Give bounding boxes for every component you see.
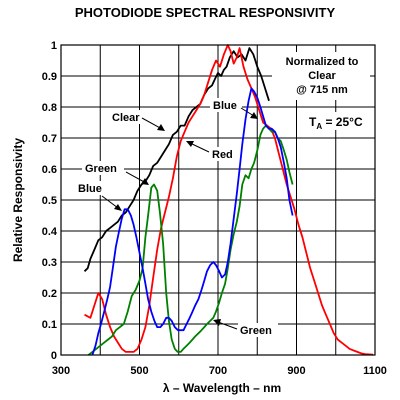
- label-green-bottom: Green: [240, 325, 272, 337]
- chart-title: PHOTODIODE SPECTRAL RESPONSIVITY: [75, 5, 336, 20]
- y-tick-label-6: 0.6: [42, 164, 57, 176]
- y-tick-label-0: 0: [51, 350, 57, 362]
- x-axis-label: λ – Wavelength – nm: [163, 381, 281, 395]
- normalization-note: Normalized to Clear @ 715 nm: [272, 52, 370, 100]
- series-lines: [83, 44, 374, 356]
- x-tick-label-4: 1100: [363, 365, 387, 377]
- series-line-blue: [91, 87, 294, 356]
- y-tick-label-9: 0.9: [42, 71, 57, 83]
- temperature-note: TA = 25°C: [306, 112, 370, 131]
- y-tick-label-4: 0.4: [42, 226, 58, 238]
- temp-subscript: A: [316, 122, 322, 131]
- x-tick-label-0: 300: [52, 365, 70, 377]
- temp-prefix: T: [309, 115, 317, 129]
- y-tick-label-2: 0.2: [42, 288, 57, 300]
- x-tick-label-2: 700: [209, 365, 227, 377]
- y-tick-label-3: 0.3: [42, 257, 57, 269]
- note-line-3: @ 715 nm: [296, 84, 348, 96]
- note-line-1: Normalized to: [286, 56, 359, 68]
- svg-text:TA = 25°C: TA = 25°C: [309, 115, 363, 131]
- x-tick-label-3: 900: [287, 365, 305, 377]
- y-tick-label-7: 0.7: [42, 133, 57, 145]
- y-tick-label-8: 0.8: [42, 102, 57, 114]
- x-tick-label-1: 500: [130, 365, 148, 377]
- label-blue-right: Blue: [213, 100, 237, 112]
- y-tick-label-5: 0.5: [42, 195, 57, 207]
- y-tick-label-10: 1: [51, 40, 57, 52]
- series-line-green: [87, 124, 294, 356]
- temp-value: = 25°C: [322, 115, 363, 129]
- y-tick-label-1: 0.1: [42, 319, 57, 331]
- label-blue-left: Blue: [78, 183, 102, 195]
- series-callouts: Clear Red Green Blue Blue Green: [74, 98, 278, 337]
- x-tick-labels: 300 500 700 900 1100: [52, 365, 387, 377]
- plot-frame: [60, 44, 376, 356]
- series-line-red: [84, 44, 374, 356]
- y-axis-label: Relative Responsivity: [11, 138, 25, 262]
- y-tick-labels: 0 0.1 0.2 0.3 0.4 0.5 0.6 0.7 0.8 0.9 1: [42, 40, 58, 362]
- label-green-left: Green: [85, 163, 117, 175]
- label-clear: Clear: [112, 112, 140, 124]
- label-red: Red: [212, 149, 233, 161]
- note-line-2: Clear: [308, 70, 336, 82]
